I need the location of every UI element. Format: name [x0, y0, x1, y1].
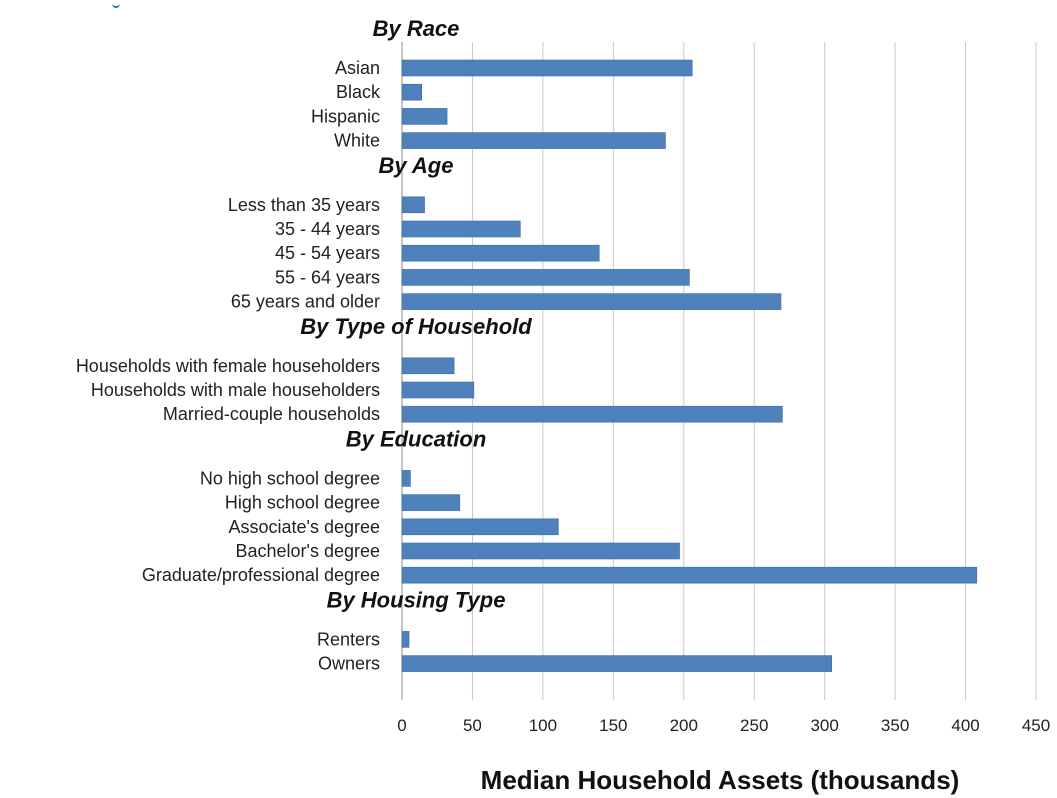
bar: [401, 196, 425, 214]
bar: [401, 244, 600, 262]
category-label: Households with female householders: [76, 356, 380, 376]
cropped-blue-mark: [112, 0, 120, 8]
bars: [401, 59, 978, 672]
x-tick-label: 450: [1022, 716, 1050, 735]
bar: [401, 293, 782, 310]
bar: [401, 631, 410, 648]
bar: [401, 405, 783, 423]
category-label: High school degree: [225, 493, 380, 513]
category-label: Asian: [335, 58, 380, 78]
group-title: By Race: [373, 16, 460, 41]
category-label: Households with male householders: [91, 380, 380, 400]
bar: [401, 59, 693, 77]
x-axis-ticks: 0 50 100 150 200 250 300 350 400 450: [397, 716, 1050, 735]
category-label: 45 - 54 years: [275, 243, 380, 263]
category-label: Black: [336, 82, 381, 102]
x-tick-label: 200: [670, 716, 698, 735]
category-label: White: [334, 131, 380, 151]
bar: [401, 381, 475, 399]
category-label: Less than 35 years: [228, 195, 380, 215]
group-title: By Education: [346, 426, 487, 451]
x-tick-label: 250: [740, 716, 768, 735]
bar: [401, 518, 559, 536]
category-label: 65 years and older: [231, 292, 380, 312]
bar: [401, 542, 680, 560]
bar: [401, 470, 411, 487]
category-label: Graduate/professional degree: [142, 565, 380, 585]
group-title: By Age: [379, 153, 454, 178]
gridlines: [401, 42, 1037, 700]
bar: [401, 108, 448, 125]
category-label: Associate's degree: [228, 517, 380, 537]
bar: [401, 269, 690, 286]
bar: [401, 494, 461, 511]
bar: [401, 357, 455, 375]
category-label: 35 - 44 years: [275, 219, 380, 239]
x-tick-label: 300: [810, 716, 838, 735]
category-label: 55 - 64 years: [275, 267, 380, 287]
category-label: Married-couple households: [163, 404, 380, 424]
bar: [401, 83, 423, 101]
group-title: By Housing Type: [327, 587, 506, 612]
x-tick-label: 350: [881, 716, 909, 735]
bar: [401, 655, 833, 672]
bar: [401, 220, 521, 238]
bar: [401, 566, 978, 584]
category-label: Renters: [317, 629, 380, 649]
x-tick-label: 150: [599, 716, 627, 735]
bar: [401, 132, 666, 149]
category-label: Owners: [318, 654, 380, 674]
x-tick-label: 400: [951, 716, 979, 735]
x-tick-label: 100: [529, 716, 557, 735]
x-tick-label: 50: [463, 716, 482, 735]
x-tick-label: 0: [397, 716, 406, 735]
group-title: By Type of Household: [300, 314, 532, 339]
category-label: Hispanic: [311, 106, 380, 126]
x-axis-title: Median Household Assets (thousands): [481, 765, 960, 795]
category-label: No high school degree: [200, 468, 380, 488]
category-label: Bachelor's degree: [235, 541, 380, 561]
